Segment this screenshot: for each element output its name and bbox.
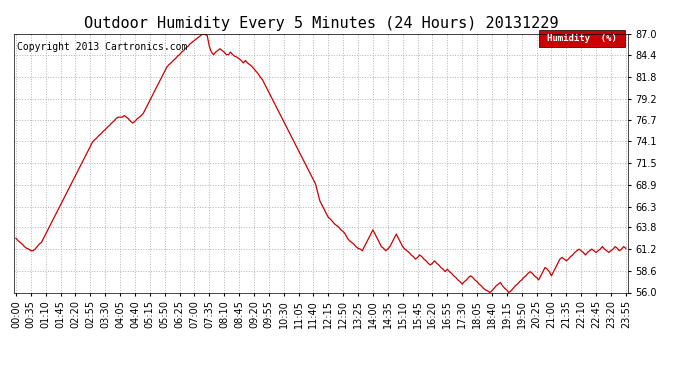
Text: Copyright 2013 Cartronics.com: Copyright 2013 Cartronics.com (17, 42, 187, 51)
Title: Outdoor Humidity Every 5 Minutes (24 Hours) 20131229: Outdoor Humidity Every 5 Minutes (24 Hou… (83, 16, 558, 31)
Text: Humidity  (%): Humidity (%) (547, 34, 617, 43)
Bar (539, 30, 625, 47)
